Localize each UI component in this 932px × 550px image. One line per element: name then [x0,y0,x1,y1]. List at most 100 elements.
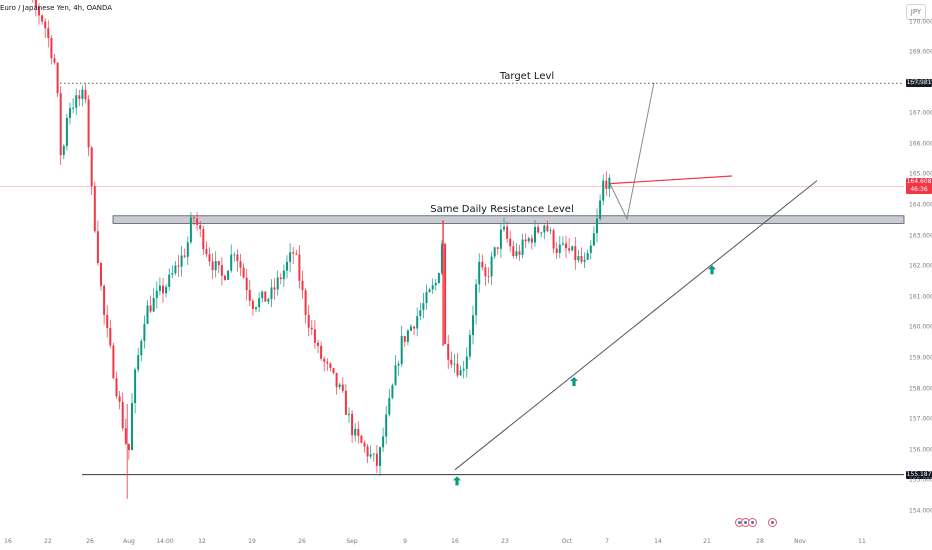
candle-body [65,117,68,146]
candle-body [292,252,295,254]
up-arrow-marker [570,376,578,386]
candle-body [462,368,465,371]
economic-event-icon[interactable] [768,518,777,527]
candle-body [186,242,189,257]
candle-body [121,401,124,429]
candle-body [264,291,267,302]
candle-body [540,232,543,234]
candle-body [118,396,121,402]
candle-body [583,259,586,262]
candle-body [208,254,211,262]
candle-body [602,180,605,201]
candle-body [69,108,71,118]
time-tick-label: 22 [44,538,52,545]
candle-body [450,359,453,365]
candle-body [552,230,555,249]
price-tick-label: 168.000 [909,79,932,87]
candle-body [530,238,533,243]
candle-body [134,369,137,404]
candle-body [196,218,199,226]
candle-body [47,28,50,39]
candle-body [521,239,524,255]
candle-body [158,285,161,291]
candle-body [224,275,226,280]
candle-body [382,436,385,448]
candle-body [320,345,323,359]
candle-body [357,428,360,436]
candle-body [124,428,127,444]
price-tick-label: 165.000 [909,170,932,178]
candle-body [456,363,459,376]
candle-body [425,292,428,304]
price-tick-label: 155.000 [909,476,932,484]
candle-body [171,273,174,275]
price-tick-label: 157.000 [909,415,932,423]
time-tick-label: 14 [654,538,662,545]
candle-body [549,230,552,232]
current-price-value: 164.608 [906,178,932,186]
time-tick-label: 23 [501,538,509,545]
candle-body [589,245,592,254]
candle-body [44,21,47,29]
candle-body [605,180,608,189]
candle-body [391,385,394,398]
candle-body [558,244,561,253]
candle-body [56,62,59,94]
candle-body [397,363,400,366]
candle-body [149,305,152,312]
price-tick-label: 167.000 [909,109,932,117]
price-tick-label: 163.000 [909,232,932,240]
candle-body [459,370,462,376]
symbol-title: Euro / Japanese Yen, 4h, OANDA [0,4,113,12]
latest-price-tick [609,175,733,185]
candle-body [81,89,84,99]
candle-body [323,358,326,362]
time-tick-label: 11 [858,538,866,545]
candle-body [326,361,329,364]
candle-body [50,38,53,59]
candle-body [329,363,332,369]
candle-body [236,254,239,262]
candle-body [127,443,130,451]
candle-body [406,330,409,342]
candle-body [143,323,146,341]
candle-body [580,255,583,262]
candle-body [183,255,186,257]
candle-body [534,226,536,243]
candle-body [193,217,195,219]
time-tick-label: Nov [794,538,806,545]
candle-body [155,290,158,298]
currency-button[interactable]: JPY [906,4,926,20]
candle-body [220,265,223,276]
candle-body [574,246,577,261]
time-tick-label: 9 [403,538,407,545]
price-tick-label: 156.000 [909,446,932,454]
ascending-trendline [454,180,818,471]
candle-body [62,145,65,156]
candle-body [596,218,598,234]
resistance-zone [112,215,905,224]
price-tick-label: 169.000 [909,48,932,56]
candle-body [279,277,282,280]
candle-body [577,255,580,261]
candle-body [524,239,527,242]
candle-body [366,446,369,457]
candle-body [537,226,540,233]
time-axis[interactable]: 16 22 26 Aug 14:00 12 19 26 Sep 9 16 23 Oct 7 14 21 28 No… [0,534,905,550]
up-arrow-marker [708,265,716,275]
economic-event-icon[interactable] [748,518,757,527]
candle-body [146,305,149,324]
candle-body [499,229,502,249]
price-axis[interactable]: 167.981 164.608 46:36 155.187 154.000 155… [905,0,932,530]
candle-body [493,247,496,257]
candle-body [413,326,416,329]
candle-body [403,336,406,342]
price-tick-label: 159.000 [909,354,932,362]
candle-body [543,225,546,233]
time-tick-label: 26 [298,538,306,545]
candle-body [211,261,214,271]
candle-body [599,200,602,219]
candle-body [199,225,202,230]
candle-body [422,303,425,311]
